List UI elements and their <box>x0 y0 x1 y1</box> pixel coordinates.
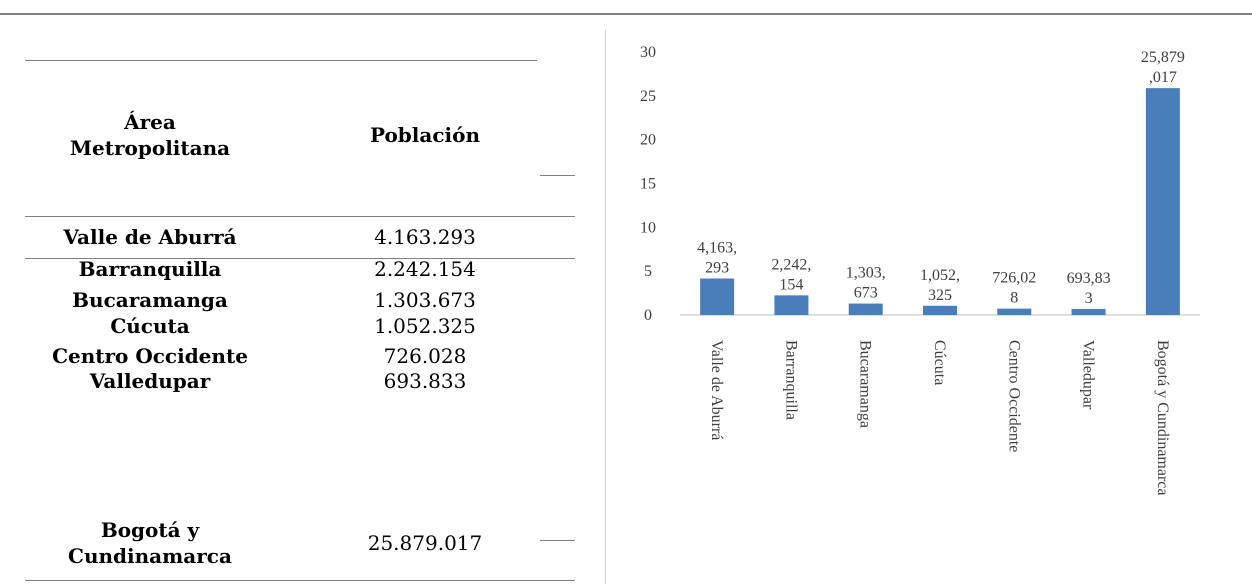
x-tick-label: Bogotá y Cundinamarca <box>1154 340 1171 496</box>
population-cell: 2.242.154 <box>374 257 476 281</box>
y-tick-label: 25 <box>640 88 656 105</box>
bar <box>1071 308 1106 315</box>
area-cell: Valle de Aburrá <box>63 225 237 249</box>
bar <box>700 278 735 315</box>
population-cell: 4.163.293 <box>374 225 476 249</box>
top-rule <box>0 13 1252 15</box>
y-tick-label: 20 <box>640 132 656 149</box>
x-tick-label: Bucaramanga <box>857 340 874 428</box>
data-label: 1,052, <box>920 267 960 284</box>
area-cell: Cúcuta <box>110 314 190 338</box>
population-cell: 693.833 <box>383 369 467 393</box>
population-cell: 25.879.017 <box>367 531 483 555</box>
y-tick-label: 5 <box>644 263 652 280</box>
table-rule <box>25 258 575 259</box>
table-rule <box>540 175 575 176</box>
data-label: 2,242, <box>771 256 811 273</box>
header-cell: Población <box>369 123 481 147</box>
y-tick-label: 0 <box>644 307 652 324</box>
header-cell: Área Metropolitana <box>69 110 231 160</box>
y-tick-label: 10 <box>640 219 656 236</box>
population-cell: 1.303.673 <box>374 288 476 312</box>
x-tick-label: Barranquilla <box>782 340 799 420</box>
area-cell: Valledupar <box>89 369 211 393</box>
data-label: 4,163, <box>697 240 737 257</box>
bar <box>774 295 809 315</box>
bar <box>1145 88 1180 315</box>
population-cell: 1.052.325 <box>374 314 476 338</box>
x-tick-label: Cúcuta <box>931 340 948 385</box>
data-label: 154 <box>779 276 803 293</box>
area-cell: Bogotá y Cundinamarca <box>68 518 232 568</box>
y-tick-label: 15 <box>640 176 656 193</box>
table-rule <box>25 216 575 217</box>
data-label: 3 <box>1085 290 1093 307</box>
table-rule <box>540 540 575 541</box>
x-tick-label: Centro Occidente <box>1005 340 1022 452</box>
data-label: 293 <box>705 260 729 277</box>
bar <box>997 308 1032 315</box>
area-cell: Centro Occidente <box>52 344 248 368</box>
y-tick-label: 30 <box>640 44 656 61</box>
data-label: 25,879 <box>1141 49 1185 66</box>
data-label: ,017 <box>1149 69 1177 86</box>
table-rule <box>25 60 537 61</box>
data-label: 726,02 <box>992 270 1036 287</box>
x-tick-label: Valle de Aburrá <box>708 340 725 440</box>
data-label: 673 <box>854 285 878 302</box>
area-cell: Bucaramanga <box>72 288 228 312</box>
area-cell: Barranquilla <box>78 257 222 281</box>
data-label: 325 <box>928 287 952 304</box>
bar <box>923 305 957 315</box>
table-rule <box>25 580 575 581</box>
population-cell: 726.028 <box>383 344 467 368</box>
chart-border <box>605 30 606 584</box>
bar <box>848 303 883 315</box>
data-label: 693,83 <box>1067 270 1111 287</box>
data-label: 8 <box>1010 290 1018 307</box>
data-label: 1,303, <box>846 265 886 282</box>
x-tick-label: Valledupar <box>1080 340 1097 410</box>
